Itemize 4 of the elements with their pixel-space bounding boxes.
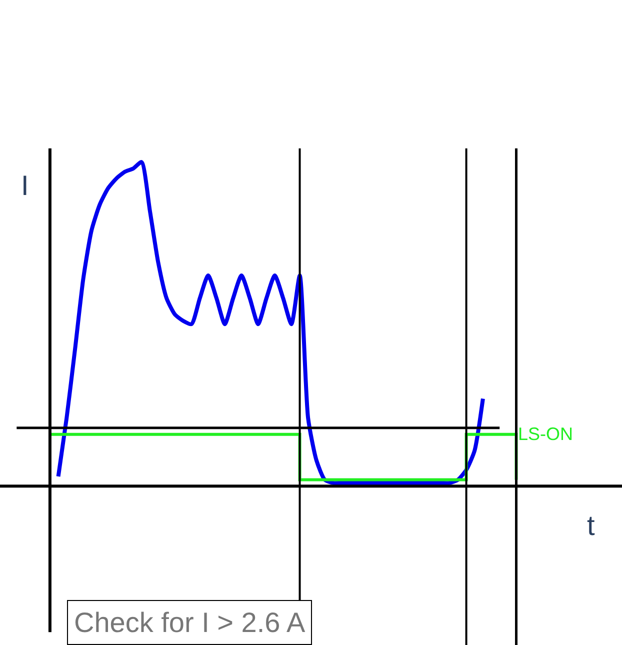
y-axis-title: I xyxy=(21,170,29,201)
series-label: LS-ON xyxy=(518,424,574,444)
text: Check for I > 2.6 A xyxy=(74,607,306,638)
x-axis-title: t xyxy=(587,510,595,541)
